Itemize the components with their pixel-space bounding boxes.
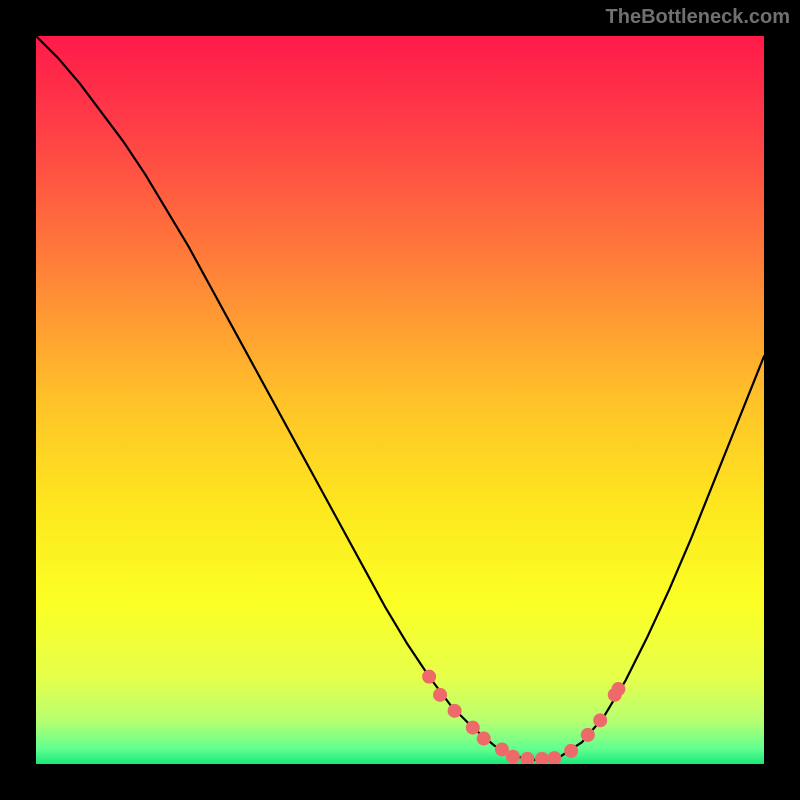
curve-marker <box>448 704 462 718</box>
curve-marker <box>611 682 625 696</box>
curve-marker <box>593 713 607 727</box>
curve-marker <box>535 752 549 764</box>
watermark-text: TheBottleneck.com <box>606 6 790 29</box>
chart-plot-area <box>36 36 764 764</box>
curve-marker <box>422 670 436 684</box>
curve-marker <box>564 744 578 758</box>
bottleneck-curve <box>36 36 764 760</box>
chart-curve-layer <box>36 36 764 764</box>
curve-marker <box>477 732 491 746</box>
curve-marker <box>520 752 534 764</box>
curve-marker <box>433 688 447 702</box>
curve-marker <box>581 728 595 742</box>
curve-marker <box>547 751 561 764</box>
curve-marker <box>466 721 480 735</box>
curve-marker <box>506 750 520 764</box>
curve-markers <box>422 670 625 764</box>
